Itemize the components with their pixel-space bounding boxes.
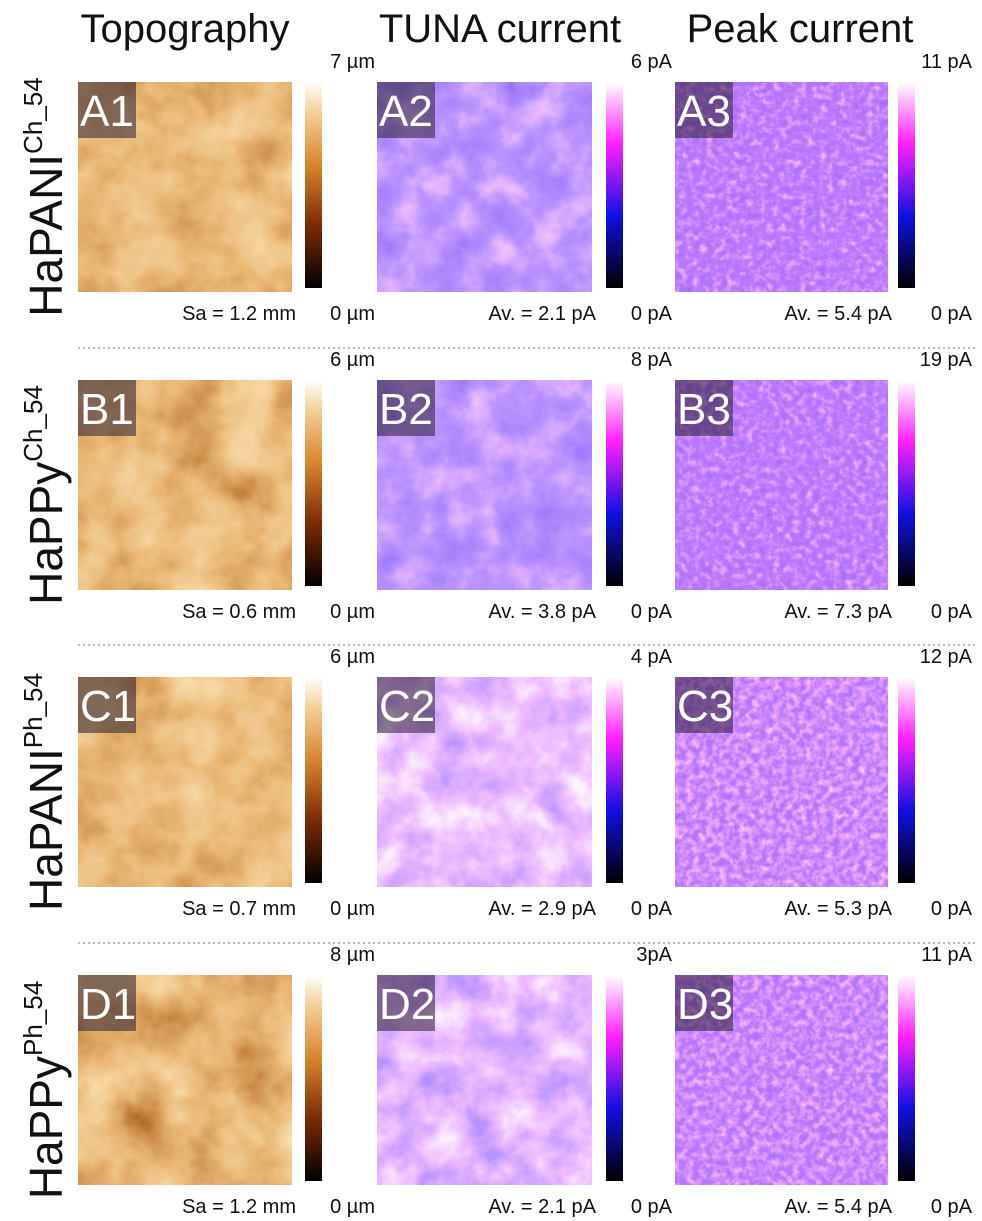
scale-max: 8 µm — [330, 944, 375, 966]
scale-min: 0 pA — [931, 898, 973, 920]
scale-max: 7 µm — [330, 51, 375, 73]
scale-min: 0 pA — [631, 601, 673, 623]
scale-max: 11 pA — [921, 51, 972, 73]
scale-min: 0 µm — [330, 898, 375, 920]
scale-min: 0 pA — [931, 601, 973, 623]
stat: Sa = 0.6 mm — [182, 601, 296, 623]
colorbar — [898, 82, 915, 288]
row-label: HaPANICh_54 — [18, 77, 72, 316]
scale-min: 0 pA — [931, 1196, 973, 1218]
column-header: TUNA current — [379, 7, 621, 51]
colorbar — [898, 677, 915, 883]
stat: Sa = 0.7 mm — [182, 898, 296, 920]
stat: Av. = 2.9 pA — [488, 898, 596, 920]
stat: Av. = 2.1 pA — [488, 303, 596, 325]
panel-label: C2 — [379, 682, 435, 731]
scale-min: 0 pA — [931, 303, 973, 325]
panel-label: C1 — [80, 682, 136, 731]
scale-min: 0 µm — [330, 1196, 375, 1218]
colorbar — [898, 975, 915, 1181]
stat: Av. = 2.1 pA — [488, 1196, 596, 1218]
stat: Sa = 1.2 mm — [182, 303, 296, 325]
colorbar — [305, 82, 322, 288]
stat: Av. = 3.8 pA — [488, 601, 596, 623]
scale-max: 4 pA — [631, 646, 673, 668]
row-label-base: HaPPy — [20, 1056, 72, 1199]
scale-min: 0 pA — [631, 1196, 673, 1218]
panel-label: B3 — [677, 385, 731, 434]
colorbar — [606, 380, 623, 586]
row-label-superscript: Ch_54 — [18, 77, 48, 154]
stat: Av. = 7.3 pA — [784, 601, 892, 623]
stat: Av. = 5.3 pA — [784, 898, 892, 920]
scale-min: 0 pA — [631, 303, 673, 325]
colorbar — [898, 380, 915, 586]
row-label-superscript: Ch_54 — [18, 385, 48, 462]
row-label-base: HaPANI — [20, 748, 72, 911]
colorbar — [606, 975, 623, 1181]
row-label: HaPANIPh_54 — [18, 673, 72, 911]
panel-label: B2 — [379, 385, 433, 434]
scale-max: 6 µm — [330, 349, 375, 371]
panel-label: A1 — [80, 87, 134, 136]
panel-label: A3 — [677, 87, 731, 136]
stat: Av. = 5.4 pA — [784, 303, 892, 325]
scale-max: 3pA — [636, 944, 672, 966]
scale-min: 0 µm — [330, 601, 375, 623]
scale-max: 19 pA — [920, 349, 973, 371]
scale-max: 8 pA — [631, 349, 673, 371]
scale-max: 11 pA — [921, 944, 972, 966]
row-label: HaPPyPh_54 — [18, 981, 72, 1199]
scale-min: 0 µm — [330, 303, 375, 325]
column-header: Peak current — [687, 7, 914, 51]
panel-label: B1 — [80, 385, 134, 434]
scale-max: 12 pA — [920, 646, 973, 668]
scale-min: 0 pA — [631, 898, 673, 920]
colorbar — [606, 677, 623, 883]
stat: Av. = 5.4 pA — [784, 1196, 892, 1218]
column-header: Topography — [80, 7, 289, 51]
colorbar — [305, 975, 322, 1181]
panel-label: D2 — [379, 980, 435, 1029]
colorbar — [305, 380, 322, 586]
panel-label: D1 — [80, 980, 136, 1029]
stat: Sa = 1.2 mm — [182, 1196, 296, 1218]
row-label-base: HaPANI — [20, 154, 72, 317]
row-label-base: HaPPy — [20, 462, 72, 605]
panel-label: C3 — [677, 682, 733, 731]
scale-max: 6 pA — [631, 51, 673, 73]
colorbar — [606, 82, 623, 288]
row-label: HaPPyCh_54 — [18, 385, 72, 605]
panel-label: D3 — [677, 980, 733, 1029]
scale-max: 6 µm — [330, 646, 375, 668]
row-label-superscript: Ph_54 — [18, 981, 48, 1056]
panel-label: A2 — [379, 87, 433, 136]
figure: Topography TUNA current Peak current HaPANI… — [0, 0, 982, 1221]
row-label-superscript: Ph_54 — [18, 673, 48, 748]
colorbar — [305, 677, 322, 883]
